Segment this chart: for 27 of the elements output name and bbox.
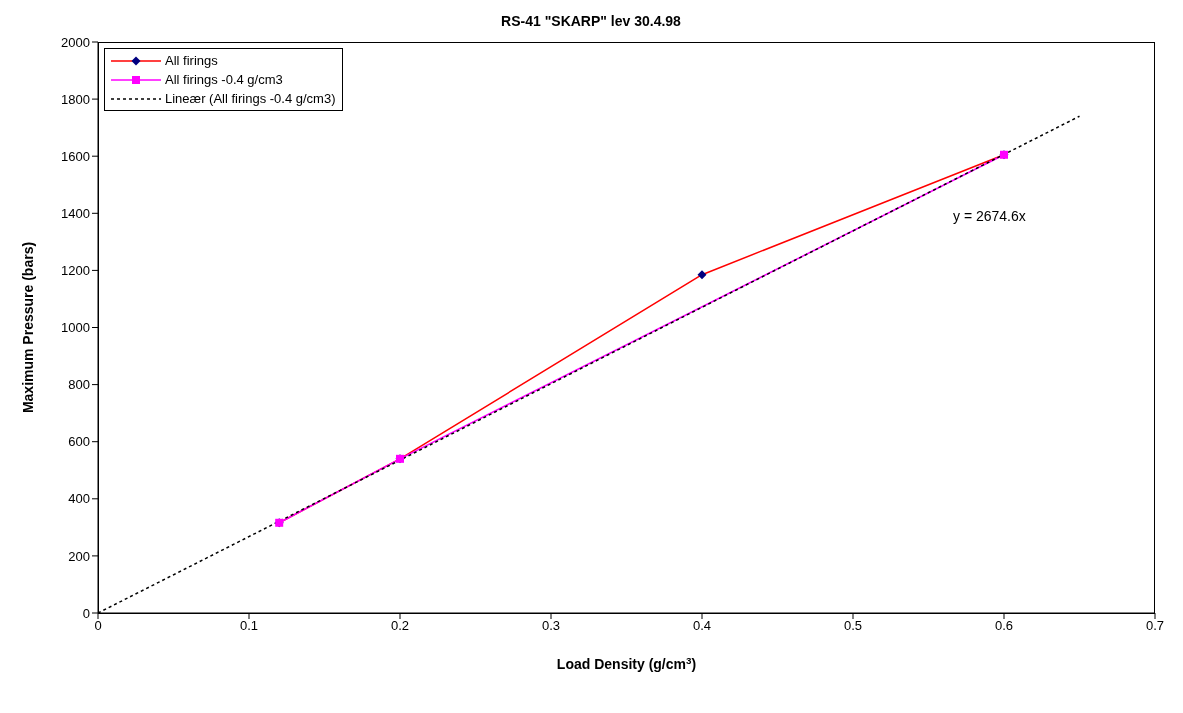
y-tick-label: 2000 [61,34,90,50]
y-tick-label: 400 [68,491,90,507]
chart-title: RS-41 "SKARP" lev 30.4.98 [501,13,682,29]
legend-label: All firings -0.4 g/cm3 [165,72,283,87]
y-tick-label: 800 [68,377,90,393]
annotation: y = 2674.6x [953,208,1026,224]
y-tick-label: 1600 [61,148,90,164]
x-tick-label: 0.3 [541,618,561,634]
x-tick-label: 0.2 [390,618,410,634]
y-tick-label: 1400 [61,205,90,221]
x-tick-label: 0.7 [1145,618,1165,634]
x-tick-label: 0.6 [994,618,1014,634]
y-tick-label: 1800 [61,91,90,107]
x-tick-label: 0.5 [843,618,863,634]
y-axis-title: Maximum Pressure (bars) [19,241,36,414]
y-tick-label: 0 [82,605,90,621]
x-axis-title: Load Density (g/cm$^{3}$) [556,654,697,672]
y-tick-label: 600 [68,434,90,450]
x-tick-label: 0.1 [239,618,259,634]
point [697,270,707,280]
y-tick-label: 1000 [61,320,90,336]
x-tick-label: 0.4 [692,618,712,634]
legend-label: Lineær (All firings -0.4 g/cm3) [165,91,336,106]
y-tick-label: 200 [68,548,90,564]
legend-label: All firings [165,53,218,68]
x-tick-label: 0 [94,618,102,634]
y-tick-label: 1200 [61,263,90,279]
